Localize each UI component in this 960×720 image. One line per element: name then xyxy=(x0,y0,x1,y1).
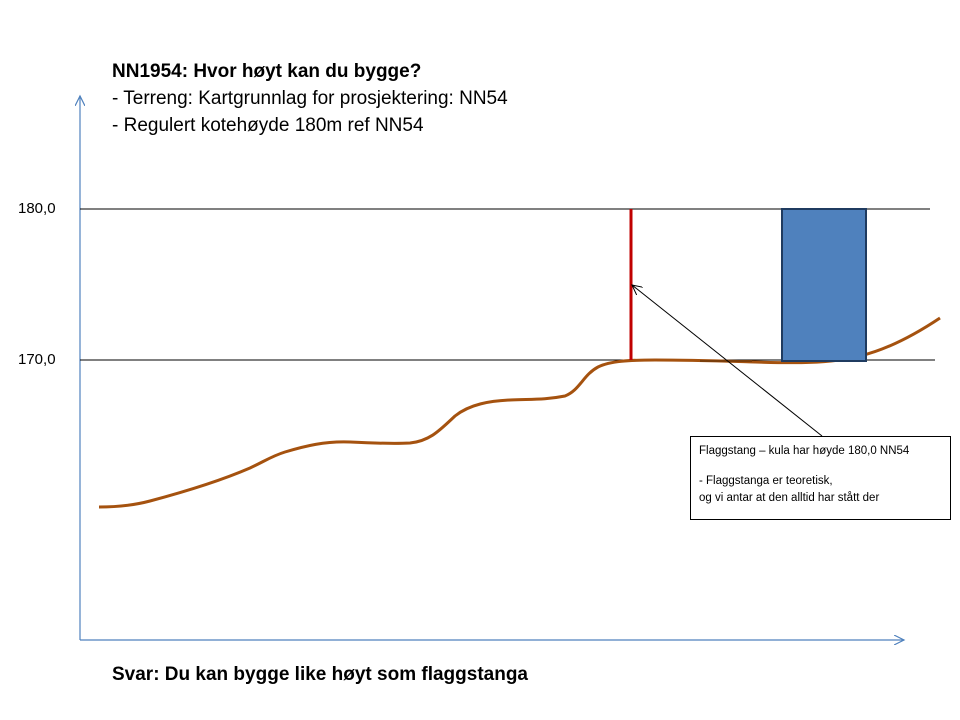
callout-arrow xyxy=(632,285,823,437)
callout-line-2: - Flaggstanga er teoretisk, xyxy=(699,475,833,487)
building xyxy=(781,208,867,362)
answer-text: Svar: Du kan bygge like høyt som flaggst… xyxy=(112,664,528,685)
flagpole-callout: Flaggstang – kula har høyde 180,0 NN54 -… xyxy=(690,436,951,520)
y-tick-label-180: 180,0 xyxy=(18,200,56,217)
y-tick-label-170: 170,0 xyxy=(18,351,56,368)
heading-title: NN1954: Hvor høyt kan du bygge? xyxy=(112,61,422,82)
callout-line-3: og vi antar at den alltid har stått der xyxy=(699,492,880,504)
terrain-profile xyxy=(98,316,941,509)
callout-line-1: Flaggstang – kula har høyde 180,0 NN54 xyxy=(699,445,910,457)
heading-regulation-note: - Regulert kotehøyde 180m ref NN54 xyxy=(112,115,424,136)
heading-terrain-note: - Terreng: Kartgrunnlag for prosjekterin… xyxy=(112,88,508,109)
heading: NN1954: Hvor høyt kan du bygge? - Terren… xyxy=(112,58,508,139)
